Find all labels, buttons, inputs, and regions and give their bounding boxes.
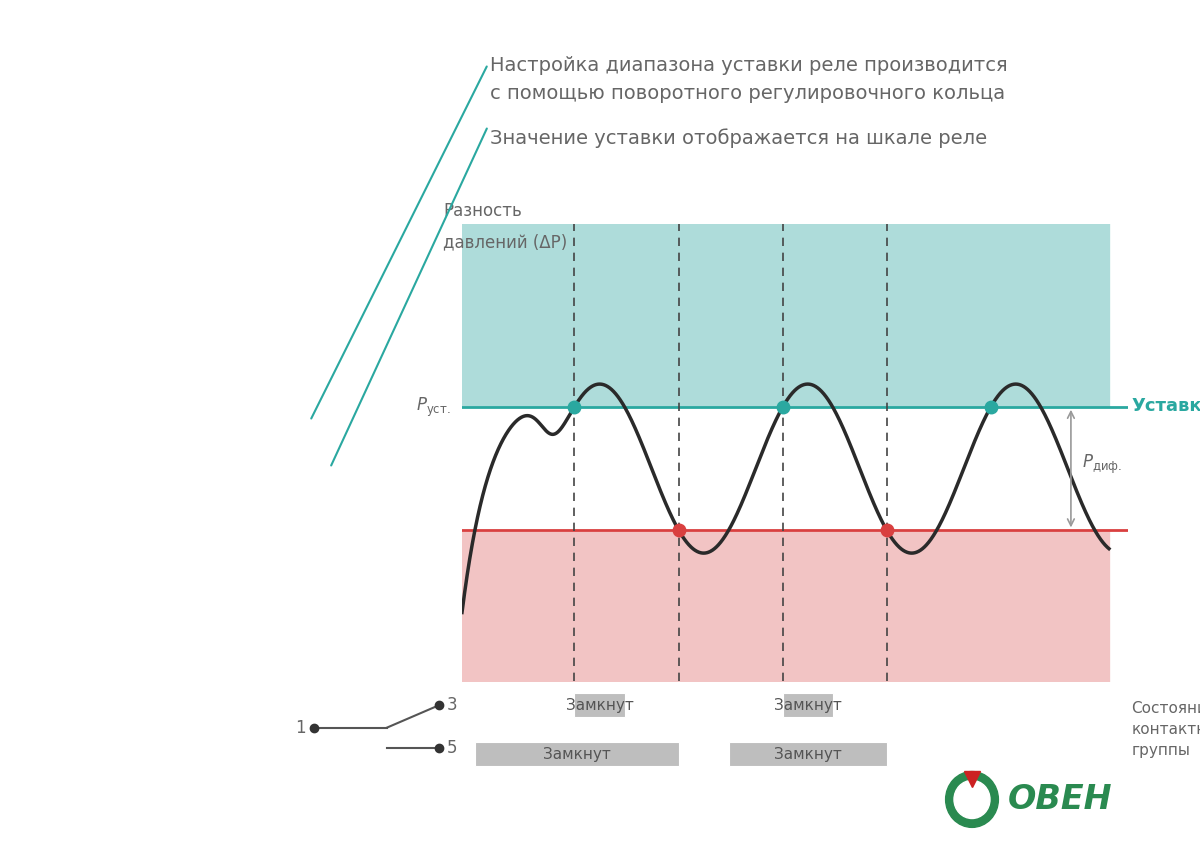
Text: 3: 3 xyxy=(446,696,457,714)
Text: 1: 1 xyxy=(295,718,306,737)
Text: Уставка: Уставка xyxy=(1132,397,1200,415)
Circle shape xyxy=(954,780,990,819)
Bar xyxy=(575,693,625,717)
Text: Замкнут: Замкнут xyxy=(542,747,611,761)
Text: Замкнут: Замкнут xyxy=(565,698,634,712)
Text: давлений (ΔP): давлений (ΔP) xyxy=(443,233,568,251)
Text: Настройка диапазона уставки реле производится: Настройка диапазона уставки реле произво… xyxy=(490,56,1008,75)
Text: ОВЕН: ОВЕН xyxy=(1008,783,1112,816)
Text: Разность: Разность xyxy=(443,201,522,220)
Text: Значение уставки отображается на шкале реле: Значение уставки отображается на шкале р… xyxy=(490,128,988,148)
Text: $P_{\rm уст.}$: $P_{\rm уст.}$ xyxy=(416,395,450,419)
Text: Замкнут: Замкнут xyxy=(774,698,841,712)
Text: с помощью поворотного регулировочного кольца: с помощью поворотного регулировочного ко… xyxy=(490,84,1006,103)
Text: 5: 5 xyxy=(446,739,457,757)
Text: Состояние
контактной
группы: Состояние контактной группы xyxy=(1132,701,1200,758)
Bar xyxy=(475,742,679,766)
Bar xyxy=(782,693,833,717)
Text: $P_{\rm диф.}$: $P_{\rm диф.}$ xyxy=(1082,453,1122,475)
Text: Замкнут: Замкнут xyxy=(774,747,841,761)
Circle shape xyxy=(946,772,998,827)
Bar xyxy=(728,742,887,766)
